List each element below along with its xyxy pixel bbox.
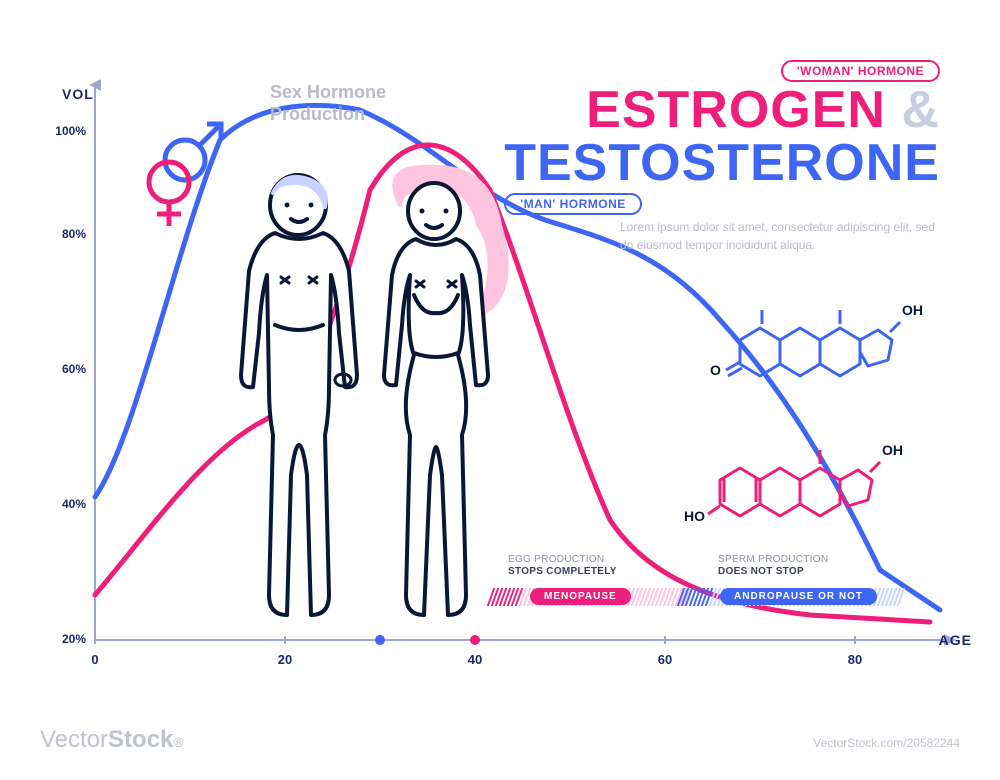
xtick: 60 xyxy=(658,652,672,667)
ampersand: & xyxy=(901,81,940,139)
ytick: 100% xyxy=(46,124,86,138)
description-text: Lorem ipsum dolor sit amet, consectetur … xyxy=(620,218,940,254)
estrogen-curve xyxy=(95,145,930,622)
sperm-production-label: SPERM PRODUCTIONDOES NOT STOP xyxy=(718,554,828,578)
estrogen-molecule-icon xyxy=(708,450,880,516)
molecule-label: OH xyxy=(902,302,923,318)
ytick: 40% xyxy=(46,497,86,511)
x-axis-label: AGE xyxy=(939,632,972,648)
molecule-label: O xyxy=(710,362,721,378)
molecule-label: HO xyxy=(684,508,705,524)
andropause-pill: ANDROPAUSE OR NOT xyxy=(720,588,877,605)
title-block: 'WOMAN' HORMONE ESTROGEN & TESTOSTERONE … xyxy=(504,60,940,215)
chart-subtitle: Sex Hormone Production xyxy=(270,82,386,125)
y-axis-label: VOL xyxy=(62,86,94,102)
xtick: 20 xyxy=(278,652,292,667)
ytick: 60% xyxy=(46,362,86,376)
woman-hormone-pill: 'WOMAN' HORMONE xyxy=(781,60,940,82)
woman-figure-icon xyxy=(384,167,507,615)
xtick: 40 xyxy=(468,652,482,667)
egg-production-label: EGG PRODUCTIONSTOPS COMPLETELY xyxy=(508,554,617,578)
estrogen-title: ESTROGEN xyxy=(586,81,886,139)
testosterone-title: TESTOSTERONE xyxy=(504,139,940,188)
gender-symbols-icon xyxy=(149,124,221,226)
xtick: 80 xyxy=(848,652,862,667)
watermark-brand: VectorStock® xyxy=(40,726,184,754)
xtick: 0 xyxy=(91,652,98,667)
testosterone-molecule-icon xyxy=(726,310,900,376)
menopause-pill: MENOPAUSE xyxy=(530,588,631,605)
watermark-id: VectorStock.com/20582244 xyxy=(813,736,960,750)
ytick: 20% xyxy=(46,632,86,646)
molecule-label: OH xyxy=(882,442,903,458)
man-figure-icon xyxy=(241,175,357,615)
ytick: 80% xyxy=(46,227,86,241)
man-hormone-pill: 'MAN' HORMONE xyxy=(504,193,642,215)
